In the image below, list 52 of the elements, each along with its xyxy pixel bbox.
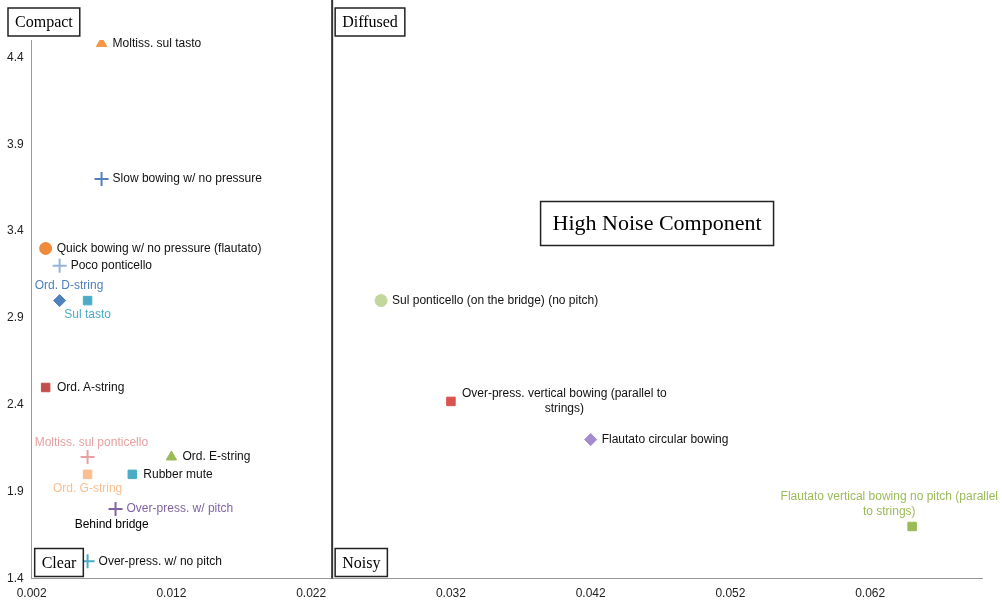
x-tick-label: 0.042 [575,586,607,601]
y-tick-label: 2.4 [6,397,24,412]
point [53,294,67,308]
series-label: Sul tasto [64,307,112,322]
annotation: Noisy [342,553,381,572]
series-label: Over-press. w/ pitch [126,501,234,516]
series-label: Slow bowing w/ no pressure [112,171,263,186]
series-label: Ord. G-string [52,481,123,496]
x-tick-label: 0.022 [296,586,327,601]
point [93,170,110,187]
y-tick-label: 3.4 [6,223,24,238]
annotation: Behind bridge [74,516,150,531]
annotation: Clear [41,553,77,571]
series-label: Flautato circular bowing [601,431,729,446]
series-label: Ord. E-string [182,449,251,464]
series-label: Quick bowing w/ no pressure (flautato) [56,240,262,255]
text: Flautato vertical bowing no pitch (parallel to strings) [780,489,998,519]
point [446,396,456,407]
y-tick-label: 2.9 [6,310,24,325]
point [165,450,178,461]
point [79,448,96,465]
y-tick-label: 4.4 [6,49,24,64]
point [51,257,68,274]
x-tick-label: 0.002 [16,586,48,601]
series-label: Ord. D-string [34,278,104,293]
series-label: Over-press. vertical bowing (parallel to strings) [461,386,668,416]
point [584,433,598,447]
series-label: Ord. A-string [56,379,125,394]
x-tick-label: 0.012 [156,586,187,601]
annotation: High Noise Component [552,210,762,236]
point [907,521,917,532]
y-tick-label: 1.4 [6,570,24,585]
x-tick-label: 0.052 [715,586,746,601]
x-tick-label: 0.032 [435,586,467,601]
series-label: Rubber mute [143,466,213,481]
point [82,469,93,480]
series-label: Sul ponticello (on the bridge) (no pitch) [392,292,599,307]
text: Diffused [342,13,398,31]
series-label: Poco ponticello [70,258,153,273]
point [82,295,93,306]
point [39,241,53,255]
point [374,294,388,308]
point [127,469,138,480]
x-tick-label: 0.062 [855,586,886,601]
point [40,382,51,393]
series-label: Moltiss. sul tasto [112,35,202,50]
y-tick-label: 1.9 [6,484,24,499]
series-label: Over-press. w/ no pitch [98,553,222,568]
series-label: Moltiss. sul ponticello [34,434,149,449]
text: Compact [15,13,74,32]
point [107,501,124,518]
y-tick-label: 3.9 [6,136,24,151]
